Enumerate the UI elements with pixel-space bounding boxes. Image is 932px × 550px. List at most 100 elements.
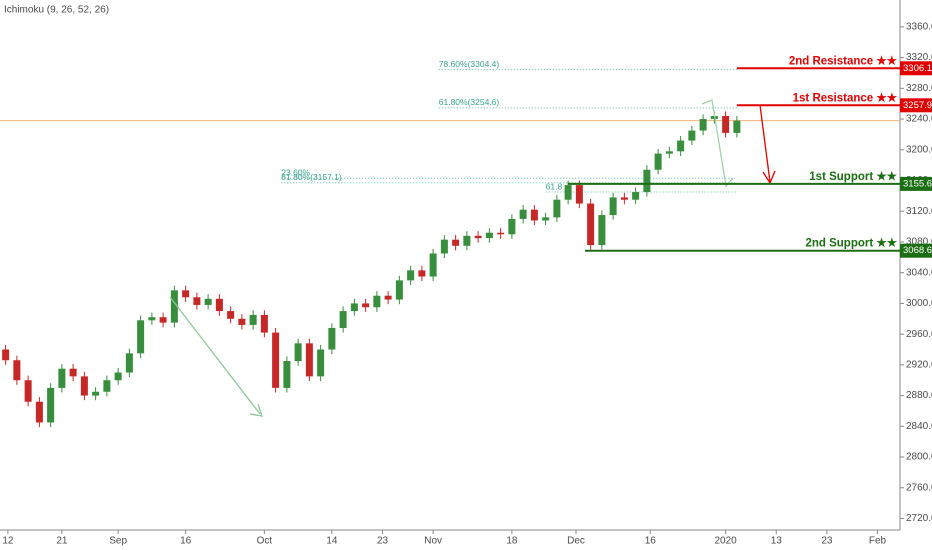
candle-body — [80, 376, 88, 396]
candle-body — [598, 215, 606, 246]
candle-body — [609, 197, 617, 216]
level-label: 2nd Resistance ★★ — [789, 54, 898, 67]
candle-body — [677, 140, 685, 152]
fib-label: 61.80%(3157.1) — [281, 172, 342, 182]
candle-body — [497, 232, 505, 235]
candle-body — [148, 317, 156, 321]
candle-body — [722, 115, 730, 133]
candle-body — [2, 349, 10, 361]
y-tick-label: 2760.0 — [906, 482, 932, 493]
candle-body — [418, 270, 426, 277]
x-tick-label: 23 — [821, 536, 833, 547]
candle-body — [553, 199, 561, 218]
candle-body — [249, 314, 257, 325]
candle-body — [193, 297, 201, 305]
candle-body — [474, 235, 482, 239]
candle-body — [305, 343, 313, 377]
candle-body — [373, 295, 381, 308]
price-tag — [900, 61, 932, 76]
candle-body — [688, 130, 696, 141]
candle-body — [632, 192, 640, 200]
x-tick-label: Dec — [567, 536, 585, 547]
candle-body — [665, 151, 673, 154]
price-tag-label: 3068.6 — [903, 245, 932, 256]
candle-body — [103, 380, 111, 392]
y-tick-label: 3200.0 — [906, 144, 932, 155]
candle-body — [530, 209, 538, 221]
x-tick-label: 18 — [506, 536, 518, 547]
level-label: 1st Resistance ★★ — [793, 91, 898, 104]
candle-body — [137, 320, 145, 354]
candle-body — [69, 368, 77, 377]
y-tick-label: 3120.0 — [906, 206, 932, 217]
candle-body — [407, 270, 415, 281]
indicator-label: Ichimoku (9, 26, 52, 26) — [4, 5, 109, 16]
x-tick-label: 16 — [645, 536, 657, 547]
x-tick-label: Sep — [109, 536, 127, 547]
x-tick-label: 16 — [180, 536, 192, 547]
y-tick-label: 2720.0 — [906, 513, 932, 524]
level-label: 2nd Support ★★ — [805, 237, 897, 250]
candle-body — [384, 295, 392, 300]
candle-body — [125, 353, 133, 373]
candle-body — [283, 361, 291, 388]
candle-body — [350, 303, 358, 312]
y-tick-label: 2920.0 — [906, 359, 932, 370]
candle-body — [733, 120, 741, 133]
fib-label: 61.80%(3254.6) — [439, 97, 500, 107]
y-tick-label: 2880.0 — [906, 390, 932, 401]
candle-body — [519, 209, 527, 219]
candle-body — [564, 185, 572, 200]
price-tag-label: 3306.1 — [903, 63, 932, 74]
candle-body — [654, 153, 662, 170]
candle-body — [395, 280, 403, 300]
y-tick-label: 3280.0 — [906, 83, 932, 94]
candle-body — [339, 311, 347, 328]
fib-label: 23.60% — [281, 167, 310, 177]
candle-body — [58, 368, 66, 388]
candle-body — [24, 380, 32, 402]
price-tag-label: 3257.9 — [903, 100, 932, 111]
candle-body — [159, 317, 167, 323]
x-tick-label: Nov — [424, 536, 442, 547]
candle-body — [463, 235, 471, 246]
candle-body — [575, 185, 583, 204]
candle-body — [182, 290, 190, 298]
price-tag-label: 3155.6 — [903, 178, 932, 189]
fib-label: 61.8 — [546, 181, 563, 191]
fib-label: 78.60%(3304.4) — [439, 59, 500, 69]
candle-body — [699, 119, 707, 131]
candle-body — [204, 298, 212, 305]
candle-body — [429, 253, 437, 277]
candle-body — [328, 327, 336, 350]
candle-body — [272, 332, 280, 388]
y-tick-label: 3040.0 — [906, 267, 932, 278]
candle-body — [440, 239, 448, 254]
level-label: 1st Support ★★ — [809, 170, 897, 183]
candle-body — [114, 372, 122, 381]
candle-body — [215, 298, 223, 312]
y-tick-label: 3000.0 — [906, 298, 932, 309]
x-tick-label: 12 — [2, 536, 14, 547]
plot: 78.60%(3304.4) 61.80%(3254.6) 23.60%61.80%… — [0, 59, 900, 428]
candle-body — [170, 290, 178, 323]
candle-body — [643, 169, 651, 193]
x-tick-label: Feb — [869, 536, 887, 547]
x-tick-label: 2020 — [715, 536, 738, 547]
candle-body — [452, 239, 460, 246]
arrow — [169, 296, 261, 415]
arrow — [759, 104, 771, 183]
candle-body — [317, 349, 325, 377]
candle-body — [485, 232, 493, 239]
candle-body — [227, 311, 235, 319]
candle-body — [542, 217, 550, 221]
price-tag — [900, 98, 932, 113]
price-tag — [900, 243, 932, 258]
arrow — [701, 99, 734, 188]
price-tag — [900, 176, 932, 191]
candle-body — [35, 401, 43, 423]
x-tick-label: 13 — [771, 536, 783, 547]
candle-body — [620, 197, 628, 200]
y-tick-label: 2800.0 — [906, 452, 932, 463]
